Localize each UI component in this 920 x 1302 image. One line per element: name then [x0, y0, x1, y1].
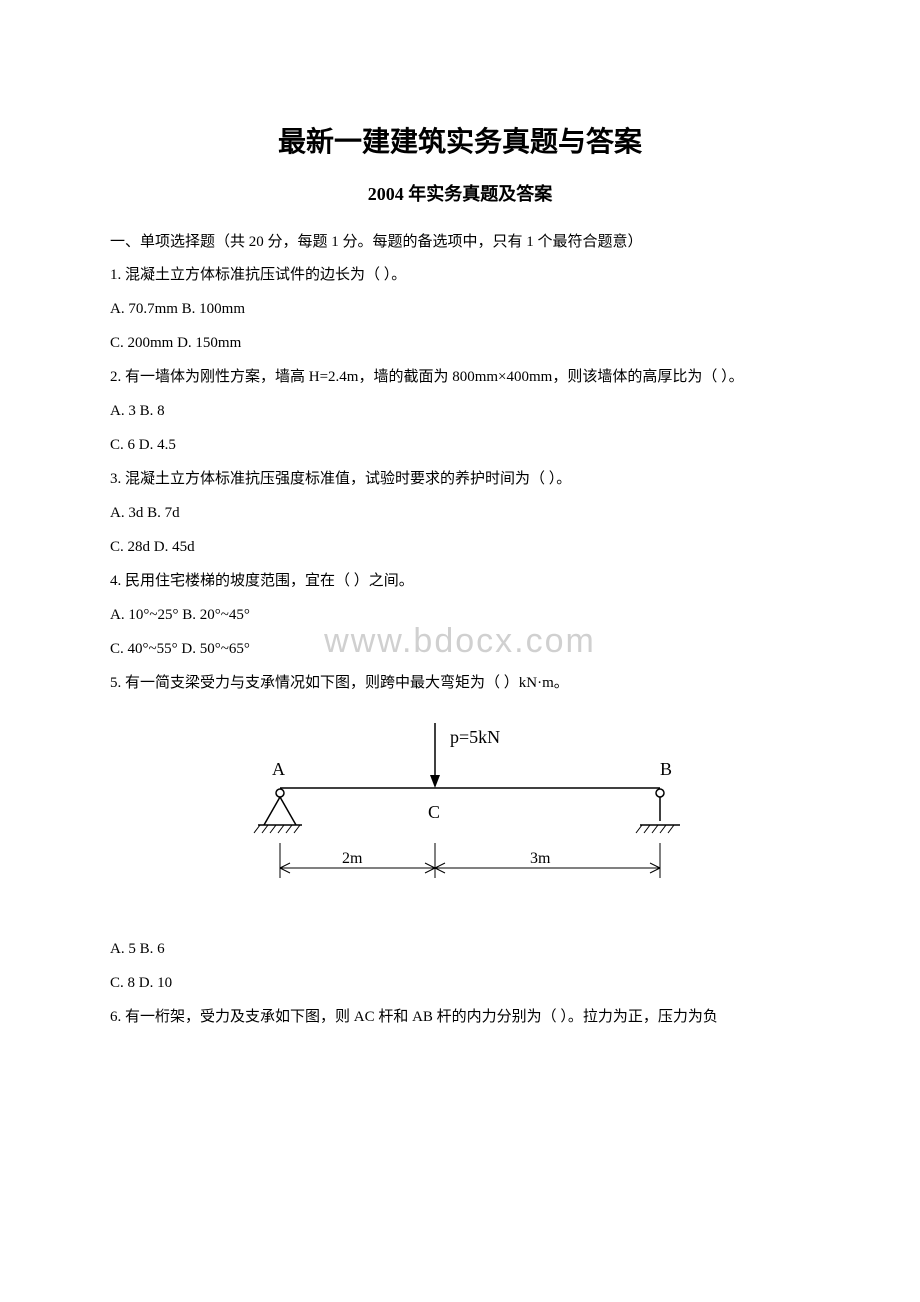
question-3-options-cd: C. 28d D. 45d: [80, 535, 840, 559]
question-5-options-ab: A. 5 B. 6: [80, 937, 840, 961]
question-5-text: 5. 有一简支梁受力与支承情况如下图，则跨中最大弯矩为（ ）kN·m。: [80, 671, 840, 695]
question-3-text: 3. 混凝土立方体标准抗压强度标准值，试验时要求的养护时间为（ ）。: [80, 467, 840, 491]
question-1-text: 1. 混凝土立方体标准抗压试件的边长为（ ）。: [80, 263, 840, 287]
beam-diagram-container: p=5kN A B C: [80, 713, 840, 913]
document-content: 最新一建建筑实务真题与答案 2004 年实务真题及答案 一、单项选择题（共 20…: [80, 120, 840, 1029]
question-1-options-cd: C. 200mm D. 150mm: [80, 331, 840, 355]
span-right-label: 3m: [530, 850, 551, 867]
question-4-text: 4. 民用住宅楼梯的坡度范围，宜在（ ）之间。: [80, 569, 840, 593]
question-2-text: 2. 有一墙体为刚性方案，墙高 H=2.4m，墙的截面为 800mm×400mm…: [80, 365, 840, 389]
load-label: p=5kN: [450, 727, 500, 747]
span-left-label: 2m: [342, 850, 363, 867]
question-2-options-ab: A. 3 B. 8: [80, 399, 840, 423]
question-3-options-ab: A. 3d B. 7d: [80, 501, 840, 525]
section-header: 一、单项选择题（共 20 分，每题 1 分。每题的备选项中，只有 1 个最符合题…: [80, 230, 840, 251]
beam-diagram: p=5kN A B C: [210, 713, 710, 913]
point-c-label: C: [428, 802, 440, 822]
point-b-label: B: [660, 759, 672, 779]
subtitle: 2004 年实务真题及答案: [80, 180, 840, 206]
question-6-text: 6. 有一桁架，受力及支承如下图，则 AC 杆和 AB 杆的内力分别为（ ）。拉…: [80, 1005, 840, 1029]
question-1-options-ab: A. 70.7mm B. 100mm: [80, 297, 840, 321]
question-4-options-ab: A. 10°~25° B. 20°~45°: [80, 603, 840, 627]
question-2-options-cd: C. 6 D. 4.5: [80, 433, 840, 457]
main-title: 最新一建建筑实务真题与答案: [80, 120, 840, 160]
question-5-options-cd: C. 8 D. 10: [80, 971, 840, 995]
point-a-label: A: [272, 759, 285, 779]
question-4-options-cd: C. 40°~55° D. 50°~65°: [80, 637, 840, 661]
